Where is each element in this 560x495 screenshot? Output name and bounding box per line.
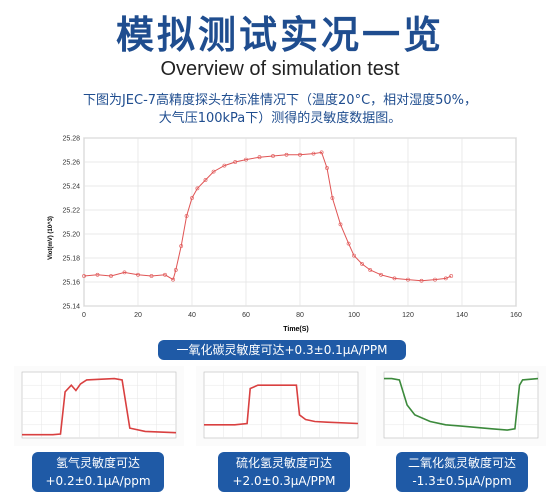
h2s-badge-line-2: +2.0±0.3μA/PPM bbox=[232, 474, 336, 488]
y-tick-label: 25.14 bbox=[62, 304, 80, 311]
data-point bbox=[284, 152, 289, 157]
y-axis-label: Vlot(mV) (10^3) bbox=[48, 216, 54, 260]
data-point bbox=[171, 277, 176, 282]
data-point bbox=[149, 274, 154, 278]
data-point bbox=[82, 274, 86, 278]
h2-sensitivity-badge: 氢气灵敏度可达 +0.2±0.1μA/ppm bbox=[32, 452, 164, 492]
data-point bbox=[449, 274, 454, 278]
x-tick-label: 0 bbox=[82, 312, 86, 319]
data-point bbox=[163, 272, 167, 277]
page-title: 模拟测试实况一览 bbox=[115, 13, 444, 57]
description-line-1: 下图为JEC-7高精度探头在标准情况下（温度20°C，相对湿度50%， bbox=[82, 93, 478, 108]
y-tick-label: 25.24 bbox=[62, 184, 80, 191]
no2-sensitivity-badge: 二氧化氮灵敏度可达 -1.3±0.5μA/ppm bbox=[396, 452, 528, 492]
x-tick-label: 140 bbox=[456, 312, 468, 319]
data-point bbox=[338, 222, 343, 227]
y-tick-label: 25.16 bbox=[62, 280, 80, 287]
x-tick-label: 80 bbox=[296, 312, 304, 319]
data-point bbox=[368, 268, 373, 272]
x-tick-label: 160 bbox=[510, 312, 522, 319]
h2-series-line bbox=[22, 377, 177, 436]
h2s-sensitivity-badge: 硫化氢灵敏度可达 +2.0±0.3μA/PPM bbox=[218, 452, 350, 492]
h2-sensitivity-chart bbox=[14, 366, 184, 446]
data-point bbox=[233, 160, 238, 164]
data-point bbox=[311, 151, 316, 156]
main-sensitivity-chart: 0 20 40 60 80 100 120 140 160 25.14 25.16 25.18 25.2… bbox=[48, 136, 522, 334]
description-line-2: 大气压100kPa下）测得的灵敏度数据图。 bbox=[158, 111, 402, 126]
data-point bbox=[122, 270, 127, 275]
data-point bbox=[222, 163, 227, 168]
data-point bbox=[346, 241, 351, 246]
y-tick-label: 25.26 bbox=[62, 160, 80, 167]
data-point bbox=[433, 277, 437, 282]
y-tick-label: 25.22 bbox=[62, 208, 80, 215]
data-point bbox=[319, 150, 324, 155]
x-tick-label: 60 bbox=[242, 312, 250, 319]
x-tick-label: 100 bbox=[348, 312, 360, 319]
data-point bbox=[392, 276, 397, 281]
data-point bbox=[203, 178, 208, 182]
data-point bbox=[173, 268, 178, 272]
x-tick-label: 120 bbox=[402, 312, 414, 319]
data-point bbox=[406, 277, 410, 282]
data-point bbox=[330, 196, 335, 200]
y-tick-label: 25.28 bbox=[62, 136, 80, 143]
co-sensitivity-badge: 一氧化碳灵敏度可达+0.3±0.1μA/PPM bbox=[158, 340, 406, 360]
data-point bbox=[211, 169, 216, 174]
data-point bbox=[271, 154, 275, 158]
data-point bbox=[184, 214, 189, 218]
y-tick-label: 25.18 bbox=[62, 256, 80, 263]
data-point bbox=[95, 272, 100, 277]
page-description: 下图为JEC-7高精度探头在标准情况下（温度20°C，相对湿度50%， 大气压1… bbox=[40, 92, 520, 128]
data-point bbox=[443, 276, 448, 281]
data-point bbox=[190, 196, 194, 200]
no2-series-line bbox=[384, 377, 539, 431]
y-tick-label: 25.20 bbox=[62, 232, 80, 239]
data-point bbox=[109, 274, 113, 278]
data-point bbox=[195, 186, 200, 191]
data-point bbox=[257, 155, 262, 160]
h2-badge-line-2: +0.2±0.1μA/ppm bbox=[45, 474, 151, 488]
data-point bbox=[298, 152, 302, 157]
data-point bbox=[379, 272, 383, 277]
data-point bbox=[244, 157, 248, 162]
data-point bbox=[419, 278, 424, 283]
data-point bbox=[179, 244, 184, 248]
no2-sensitivity-chart bbox=[376, 366, 546, 446]
no2-badge-line-1: 二氧化氮灵敏度可达 bbox=[407, 456, 516, 470]
page-subtitle: Overview of simulation test bbox=[160, 58, 400, 80]
h2s-series-line bbox=[204, 384, 359, 426]
no2-badge-line-2: -1.3±0.5μA/ppm bbox=[412, 474, 512, 488]
x-axis-label: Time(S) bbox=[283, 326, 309, 333]
h2s-sensitivity-chart bbox=[196, 366, 366, 446]
x-tick-label: 40 bbox=[188, 312, 196, 319]
data-point bbox=[360, 262, 365, 266]
data-point bbox=[352, 253, 356, 258]
data-point bbox=[136, 272, 140, 277]
h2-badge-line-1: 氢气灵敏度可达 bbox=[55, 456, 140, 470]
x-tick-label: 20 bbox=[134, 312, 142, 319]
data-point bbox=[325, 166, 329, 170]
h2s-badge-line-1: 硫化氢灵敏度可达 bbox=[235, 456, 332, 470]
